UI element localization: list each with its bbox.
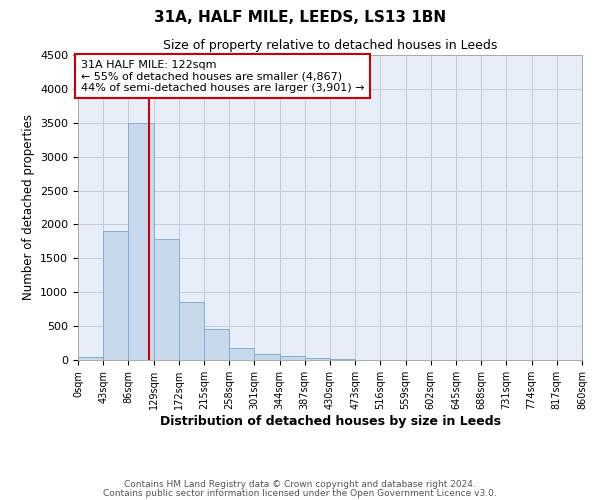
Text: 31A, HALF MILE, LEEDS, LS13 1BN: 31A, HALF MILE, LEEDS, LS13 1BN bbox=[154, 10, 446, 25]
Text: Contains HM Land Registry data © Crown copyright and database right 2024.: Contains HM Land Registry data © Crown c… bbox=[124, 480, 476, 489]
Bar bbox=[103, 231, 128, 360]
Bar bbox=[128, 123, 154, 360]
Bar bbox=[229, 348, 254, 360]
Bar bbox=[305, 358, 330, 360]
Text: Contains public sector information licensed under the Open Government Licence v3: Contains public sector information licen… bbox=[103, 489, 497, 498]
Bar bbox=[154, 240, 179, 360]
Title: Size of property relative to detached houses in Leeds: Size of property relative to detached ho… bbox=[163, 40, 497, 52]
Bar bbox=[254, 354, 280, 360]
Bar bbox=[204, 329, 229, 360]
Text: 31A HALF MILE: 122sqm
← 55% of detached houses are smaller (4,867)
44% of semi-d: 31A HALF MILE: 122sqm ← 55% of detached … bbox=[80, 60, 364, 93]
X-axis label: Distribution of detached houses by size in Leeds: Distribution of detached houses by size … bbox=[160, 414, 500, 428]
Bar bbox=[280, 356, 305, 360]
Y-axis label: Number of detached properties: Number of detached properties bbox=[22, 114, 35, 300]
Bar bbox=[78, 356, 103, 360]
Bar bbox=[179, 302, 204, 360]
